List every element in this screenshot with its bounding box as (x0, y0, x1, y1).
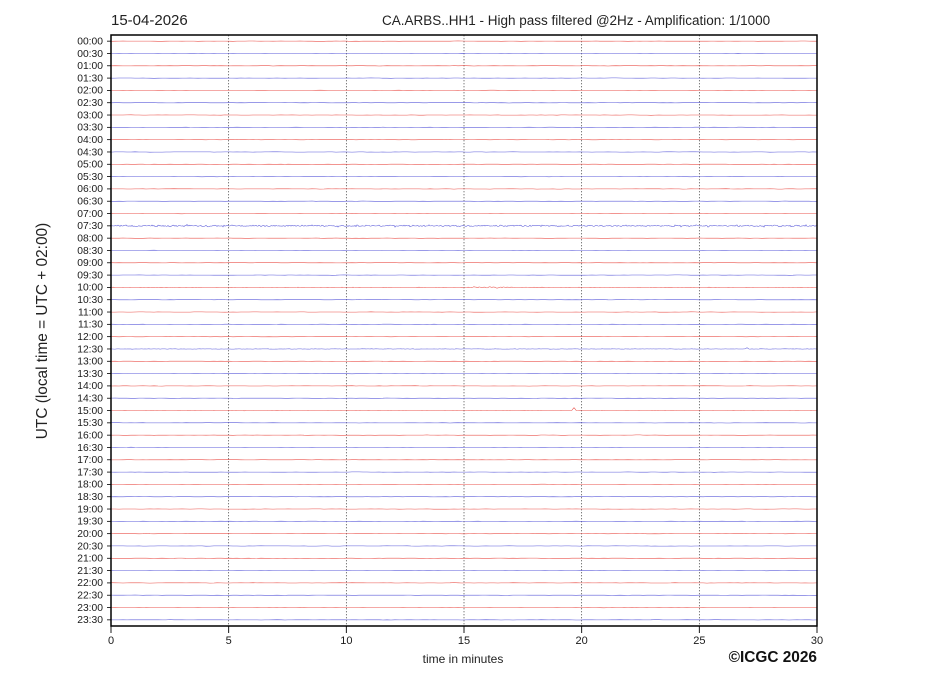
svg-text:11:30: 11:30 (78, 320, 103, 331)
svg-text:10:30: 10:30 (77, 295, 103, 306)
svg-text:20:30: 20:30 (77, 541, 103, 552)
svg-text:18:00: 18:00 (77, 480, 103, 491)
svg-text:11:00: 11:00 (78, 307, 103, 318)
svg-text:05:00: 05:00 (77, 160, 103, 171)
svg-text:00:30: 00:30 (77, 49, 103, 60)
svg-text:23:00: 23:00 (77, 603, 103, 614)
svg-text:15:00: 15:00 (77, 406, 103, 417)
svg-text:07:30: 07:30 (77, 221, 103, 232)
svg-text:22:30: 22:30 (77, 591, 103, 602)
svg-text:15:30: 15:30 (77, 418, 103, 429)
svg-text:21:30: 21:30 (77, 566, 103, 577)
svg-text:00:00: 00:00 (77, 36, 103, 47)
svg-text:12:30: 12:30 (77, 344, 103, 355)
svg-text:16:00: 16:00 (77, 430, 103, 441)
svg-text:08:00: 08:00 (77, 233, 103, 244)
svg-text:0: 0 (108, 635, 114, 647)
svg-text:12:00: 12:00 (77, 332, 103, 343)
svg-text:17:30: 17:30 (77, 467, 103, 478)
svg-text:14:00: 14:00 (77, 381, 103, 392)
svg-text:02:00: 02:00 (77, 86, 103, 97)
svg-text:09:30: 09:30 (77, 270, 103, 281)
svg-text:23:30: 23:30 (77, 615, 103, 626)
svg-text:08:30: 08:30 (77, 246, 103, 257)
svg-text:21:00: 21:00 (77, 554, 103, 565)
svg-text:10: 10 (340, 635, 352, 647)
svg-text:30: 30 (811, 635, 823, 647)
svg-text:06:30: 06:30 (77, 197, 103, 208)
svg-text:04:30: 04:30 (77, 147, 103, 158)
svg-text:14:30: 14:30 (77, 394, 103, 405)
svg-text:06:00: 06:00 (77, 184, 103, 195)
svg-text:19:30: 19:30 (77, 517, 103, 528)
svg-text:01:00: 01:00 (77, 61, 103, 72)
svg-text:03:30: 03:30 (77, 123, 103, 134)
svg-text:5: 5 (226, 635, 232, 647)
svg-text:18:30: 18:30 (77, 492, 103, 503)
svg-text:17:00: 17:00 (77, 455, 103, 466)
svg-text:10:00: 10:00 (77, 283, 103, 294)
svg-text:07:00: 07:00 (77, 209, 103, 220)
svg-text:13:30: 13:30 (77, 369, 103, 380)
svg-text:20:00: 20:00 (77, 529, 103, 540)
svg-text:04:00: 04:00 (77, 135, 103, 146)
svg-text:01:30: 01:30 (77, 73, 103, 84)
svg-text:02:30: 02:30 (77, 98, 103, 109)
svg-text:15: 15 (458, 635, 470, 647)
svg-text:03:00: 03:00 (77, 110, 103, 121)
svg-text:05:30: 05:30 (77, 172, 103, 183)
svg-text:20: 20 (576, 635, 588, 647)
svg-text:22:00: 22:00 (77, 578, 103, 589)
svg-text:09:00: 09:00 (77, 258, 103, 269)
svg-text:13:00: 13:00 (77, 357, 103, 368)
svg-text:19:00: 19:00 (77, 504, 103, 515)
svg-text:16:30: 16:30 (77, 443, 103, 454)
svg-text:25: 25 (693, 635, 705, 647)
